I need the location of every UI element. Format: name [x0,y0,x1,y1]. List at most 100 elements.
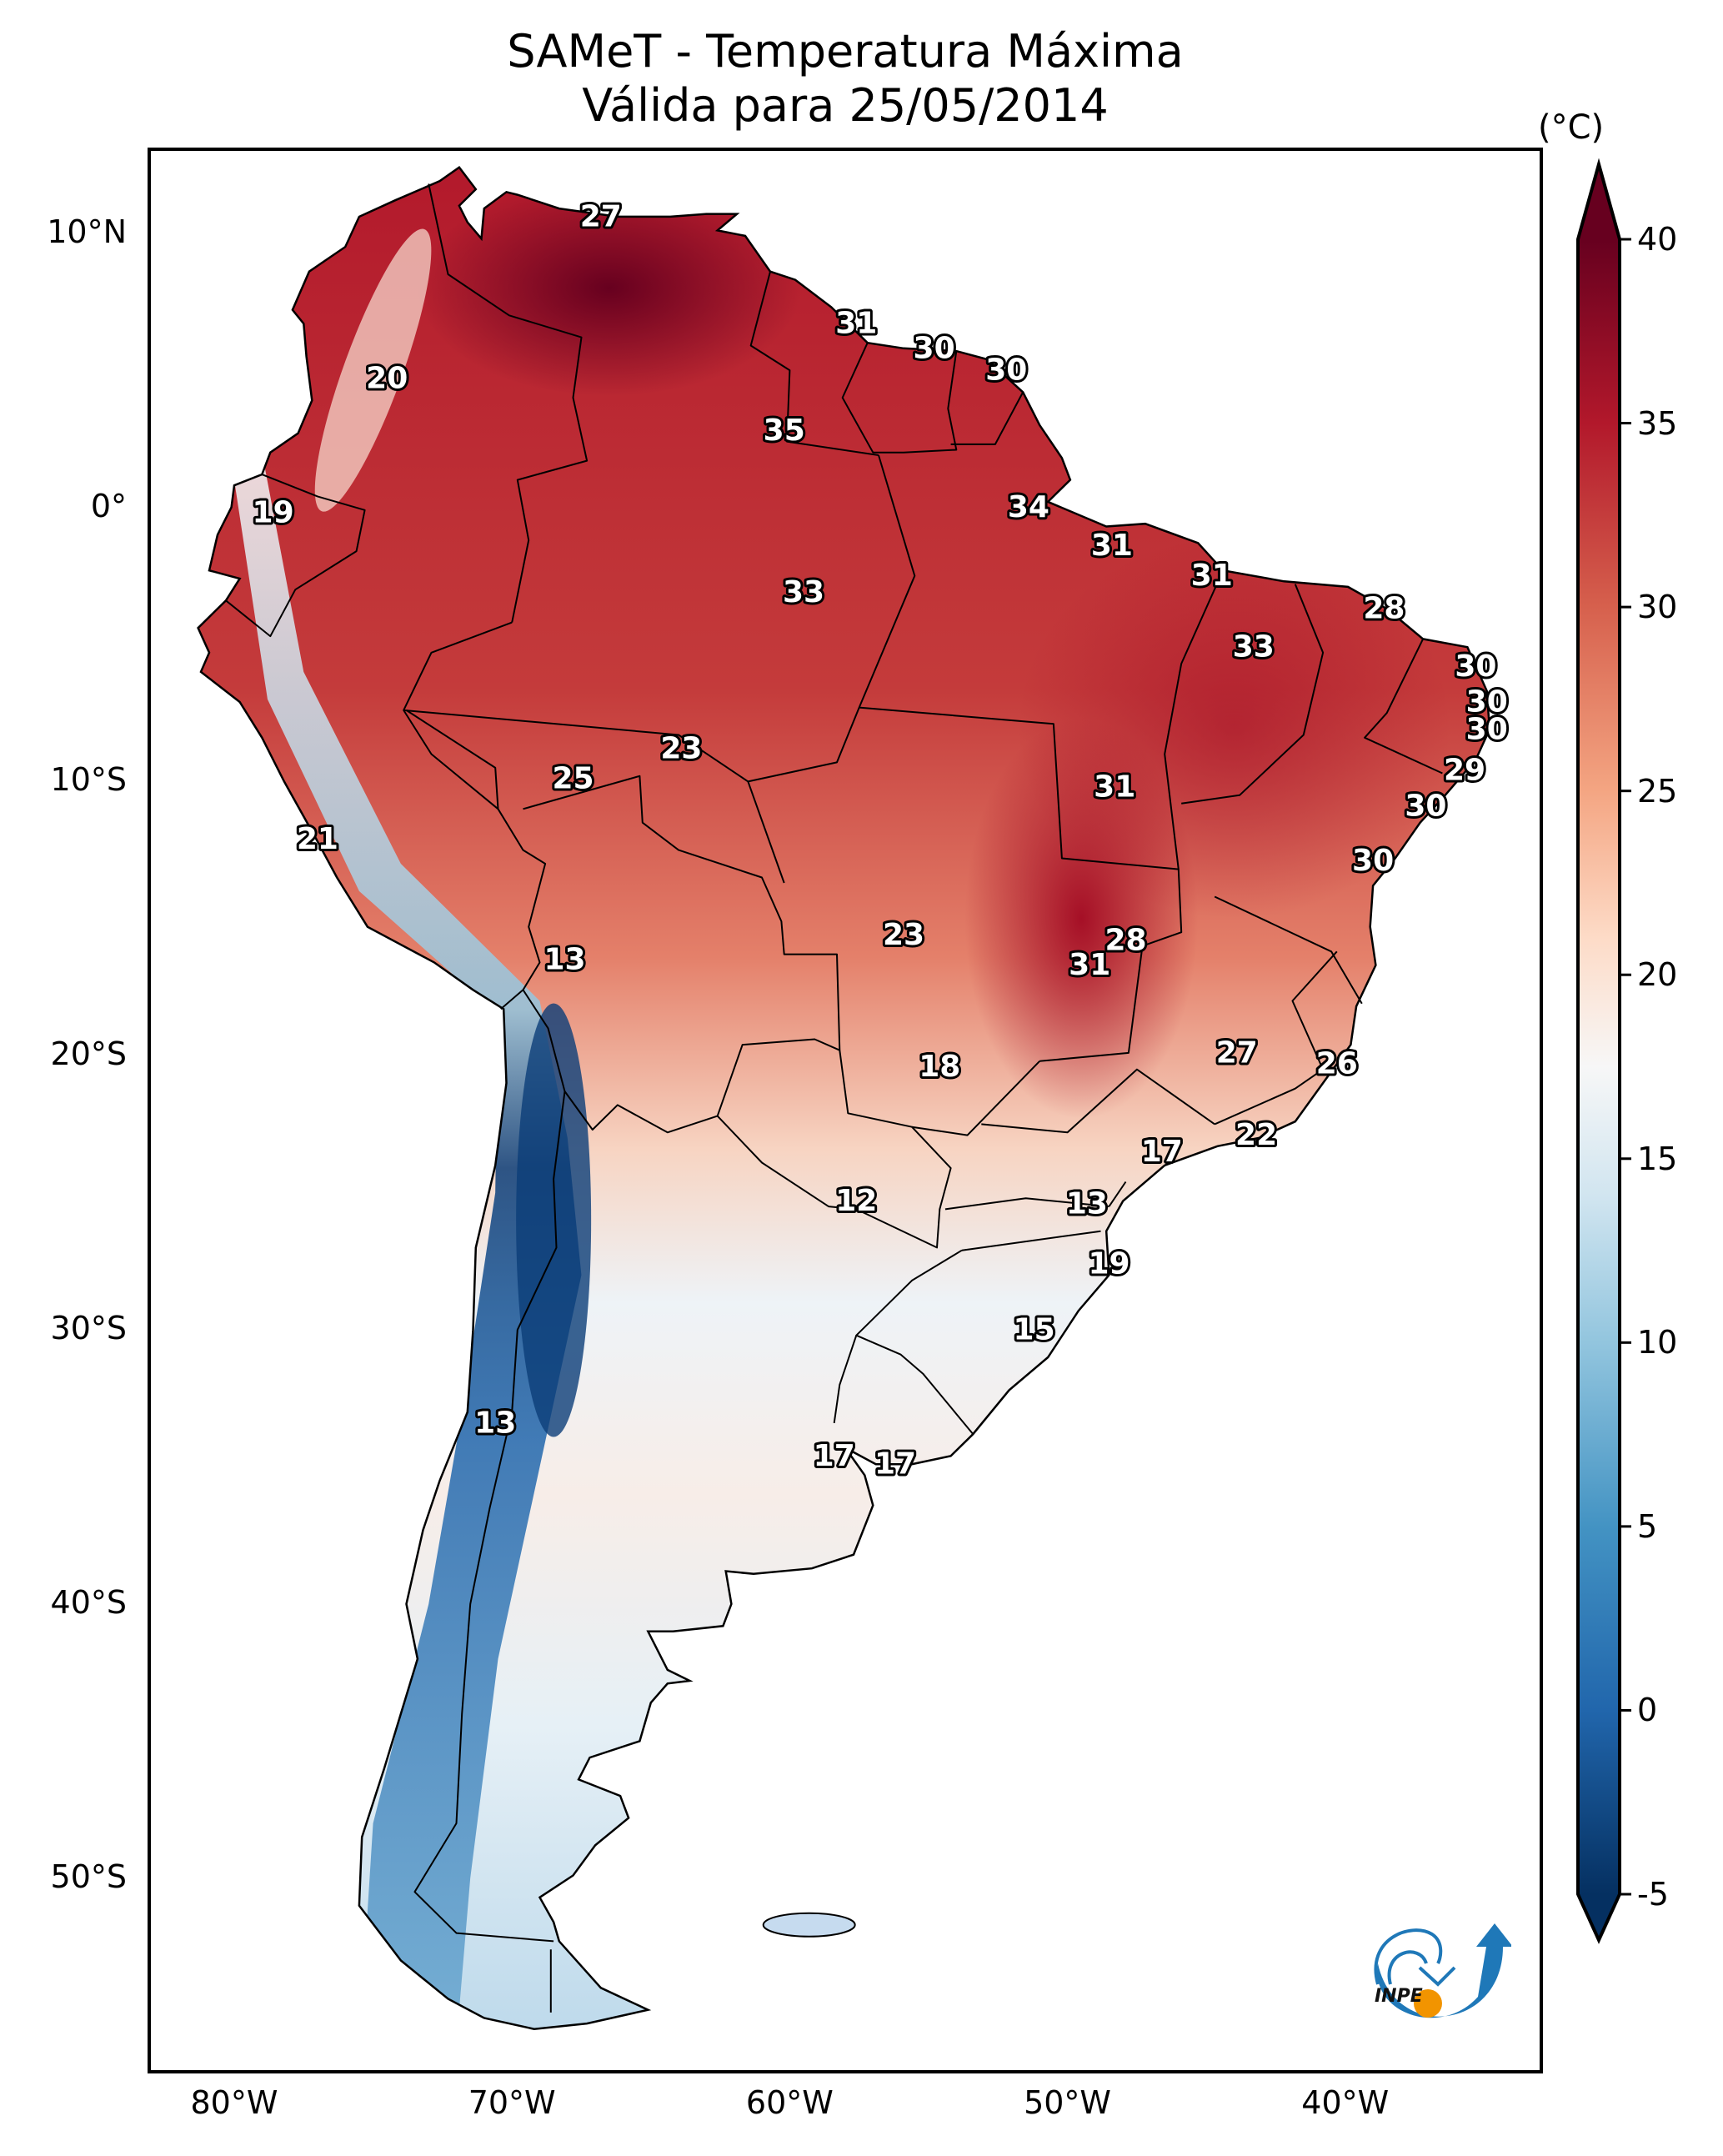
station-label: 15 [1014,1313,1055,1347]
country-border [1181,584,1325,805]
country-border [413,1091,566,1943]
country-border [716,1050,952,1249]
country-border [833,1335,858,1424]
colorbar-tick-label: 5 [1637,1507,1658,1545]
logo-sun-icon [1414,1989,1442,2018]
colorbar-tick-label: 0 [1637,1692,1658,1729]
colorbar-tick-label: 10 [1637,1324,1678,1361]
station-label: 33 [1233,630,1275,664]
colorbar-tick-label: -5 [1637,1876,1669,1913]
inpe-logo: INPE [1374,1923,1511,2018]
falkland-islands [762,1912,856,1938]
colorbar [1576,158,1631,1944]
country-border [855,1249,974,1435]
country-border [225,474,366,638]
lat-tick-label: 0° [90,487,127,524]
station-label: 31 [835,307,877,341]
lat-tick-label: 10°S [50,761,127,799]
station-label: 17 [874,1447,916,1482]
country-border [841,342,958,454]
lat-tick-label: 40°S [50,1583,127,1621]
station-label: 30 [1466,685,1508,720]
station-label: 13 [543,943,585,977]
andes-cold-band [233,452,582,2029]
station-label: 13 [474,1406,516,1440]
country-border [859,706,1183,1062]
station-label: 21 [297,822,338,856]
colorbar-gradient [1578,239,1620,1894]
country-border [1108,1181,1127,1207]
station-label: 29 [1444,754,1485,788]
lat-tick-label: 50°S [50,1858,127,1895]
cold-core [516,1003,592,1437]
country-border [749,271,879,456]
country-border [981,1068,1215,1134]
lon-tick-label: 50°W [1024,2084,1112,2121]
country-border [944,1197,1109,1211]
station-label: 31 [1091,529,1133,563]
station-label: 27 [1216,1035,1258,1070]
logo-arrow-icon [1418,1966,1456,1987]
country-border [961,1230,1101,1251]
station-label: 22 [1235,1118,1277,1152]
station-label: 30 [1405,790,1446,824]
colorbar-tick-label: 15 [1637,1140,1678,1177]
country-border [1214,950,1338,1126]
station-label: 34 [1008,490,1049,524]
station-label: 31 [1094,770,1135,804]
country-border [428,183,589,623]
colorbar-unit-label: (°C) [1538,108,1605,147]
lon-tick-label: 60°W [745,2084,834,2121]
continent [197,165,1491,2030]
station-label: 23 [660,731,702,765]
station-label: 25 [552,762,594,796]
country-border [950,391,1024,445]
station-label: 19 [253,496,294,530]
country-border [403,454,916,783]
lat-tick-label: 30°S [50,1310,127,1347]
station-label: 18 [919,1050,960,1084]
logo-inner-arc-icon [1387,1950,1428,1985]
station-label: 19 [1088,1247,1129,1281]
station-label: 28 [1363,592,1405,626]
logo-arc-icon [1374,1928,1443,1985]
lat-tick-label: 10°N [47,213,127,250]
station-label: 30 [1352,844,1394,878]
colorbar-tick-label: 20 [1637,956,1678,994]
country-border [911,1060,1040,1136]
colorbar-extend-min [1578,1894,1620,1940]
lon-tick-label: 80°W [190,2084,278,2121]
station-label: 17 [814,1439,855,1473]
station-label: 30 [1455,649,1496,684]
station-label: 17 [1141,1135,1183,1169]
station-label: 20 [366,362,408,396]
country-border [403,621,547,1010]
colorbar-tick-label: 30 [1637,589,1678,626]
logo-text: INPE [1375,1986,1423,2007]
station-label: 27 [580,199,622,233]
station-label: 31 [1191,559,1233,593]
station-label: 35 [764,414,805,448]
colorbar-tick-label: 25 [1637,772,1678,810]
station-label: 23 [883,918,924,952]
lon-tick-label: 70°W [468,2084,556,2121]
colorbar-tick-label: 35 [1637,404,1678,442]
logo-swoosh-icon [1377,1923,1511,2018]
country-borders [225,183,1443,2013]
lat-tick-label: 20°S [50,1035,127,1073]
chart-title: SAMeT - Temperatura Máxima [507,25,1184,78]
colorbar-tick-label: 40 [1637,221,1678,258]
station-label: 30 [1466,712,1508,746]
colorbar-extend-max [1578,164,1620,239]
lon-tick-label: 40°W [1301,2084,1390,2121]
hot-region [1017,534,1451,919]
country-border [1214,895,1363,1005]
station-label: 13 [1066,1186,1108,1221]
station-label: 30 [914,331,955,365]
chart-subtitle: Válida para 25/05/2014 [582,79,1109,132]
station-label: 28 [1104,924,1146,958]
country-border [405,709,499,810]
map-plot-area: 27 20 19 31 30 30 35 34 31 33 31 28 33 30 30 30 29 30 30 23… [148,148,1543,2073]
